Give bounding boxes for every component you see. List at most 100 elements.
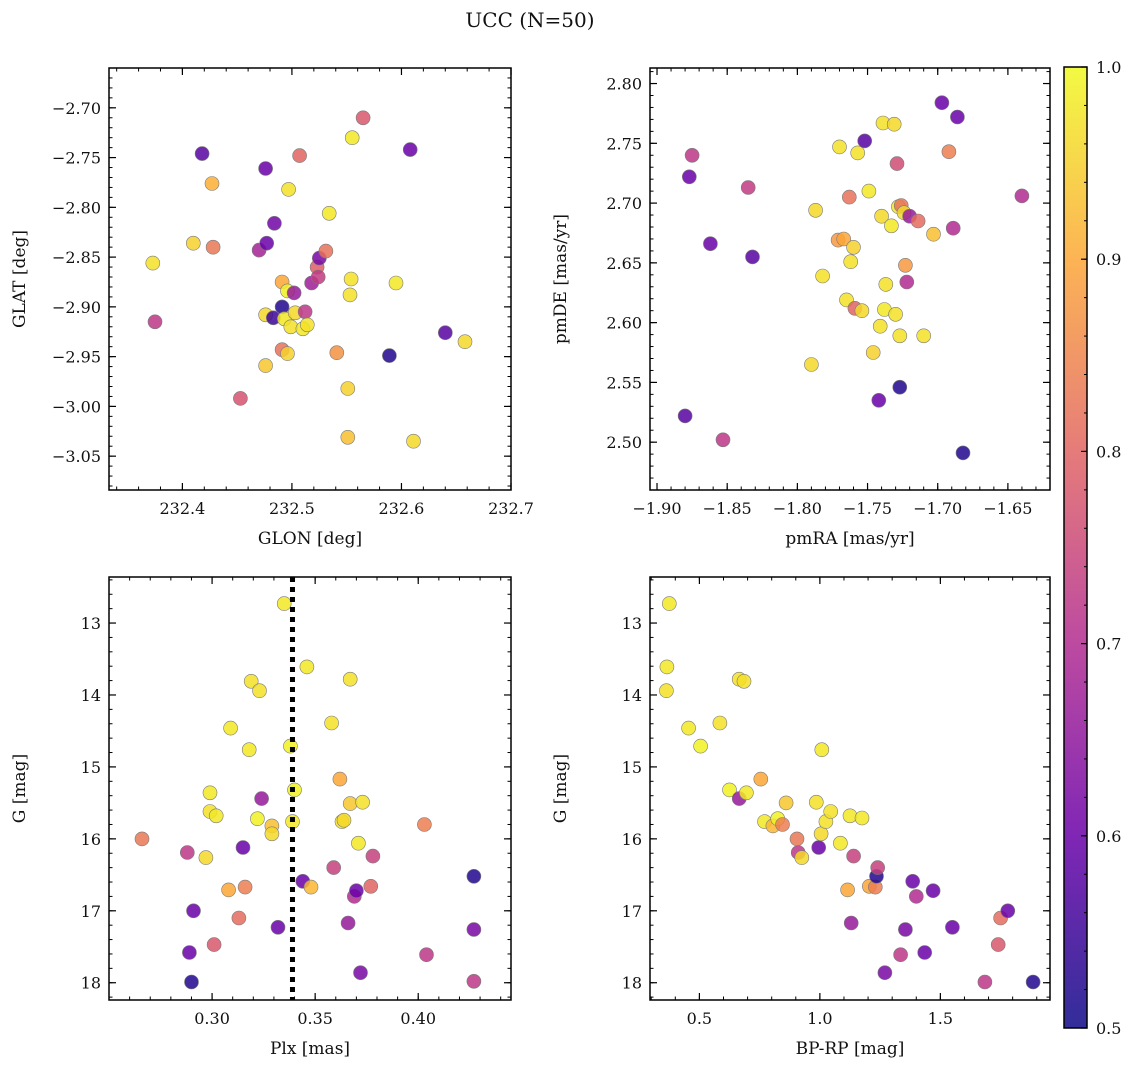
scatter-point — [274, 299, 290, 315]
y-tick-label: −2.90 — [52, 298, 101, 317]
colorbar-tick-label: 0.7 — [1096, 635, 1121, 654]
x-tick-label: −1.90 — [633, 499, 682, 518]
scatter-point — [846, 240, 861, 255]
scatter-point — [871, 392, 887, 408]
ticks-glon-glat: 232.4 232.5 232.6 232.7 −2.70 −2.75 −2.80 −2.85… — [52, 67, 534, 518]
x-axis-label: BP-RP [mag] — [796, 1039, 905, 1059]
y-tick-label: −2.95 — [52, 348, 101, 367]
x-tick-label: −1.75 — [843, 499, 892, 518]
x-tick-label: 0.40 — [400, 1009, 436, 1028]
scatter-point — [888, 306, 903, 322]
scatter-point — [1014, 188, 1030, 204]
x-tick-label: 232.4 — [159, 499, 205, 518]
scatter-point — [899, 274, 915, 290]
scatter-point — [870, 860, 886, 875]
x-axis-label: GLON [deg] — [258, 529, 362, 549]
y-tick-label: −3.00 — [52, 397, 101, 416]
scatter-point — [892, 328, 908, 344]
x-tick-label: 0.5 — [687, 1009, 712, 1028]
scatter-point — [332, 771, 348, 787]
scatter-point — [342, 287, 358, 303]
scatter-point — [804, 357, 819, 372]
y-tick-label: 18 — [81, 974, 101, 993]
points-pmra-pmde — [677, 95, 1030, 461]
scatter-point — [223, 720, 238, 736]
axes-frame — [108, 576, 512, 1001]
colorbar-gradient — [1063, 66, 1088, 1029]
scatter-point — [233, 391, 248, 406]
scatter-point — [342, 671, 358, 687]
x-tick-label: −1.85 — [703, 499, 752, 518]
panel-plx-g: 0.30 0.35 0.40 13 14 15 16 17 18 Plx [mas] G [mag] — [10, 576, 512, 1059]
scatter-point — [406, 433, 421, 449]
y-axis-label: pmDE [mas/yr] — [551, 214, 571, 344]
scatter-point — [355, 110, 371, 126]
y-tick-label: 17 — [622, 902, 642, 921]
colorbar-tick-label: 0.9 — [1096, 250, 1121, 269]
y-tick-label: −2.70 — [52, 99, 101, 118]
scatter-point — [258, 161, 273, 176]
scatter-point — [321, 206, 337, 221]
scatter-point — [850, 145, 866, 161]
y-tick-label: 2.65 — [606, 254, 642, 273]
scatter-point — [299, 659, 315, 675]
scatter-point — [250, 811, 265, 827]
y-tick-label: 2.50 — [606, 433, 642, 452]
scatter-point — [841, 189, 857, 205]
panels: 232.4 232.5 232.6 232.7 −2.70 −2.75 −2.80 −2.85… — [10, 67, 1051, 1059]
scatter-point — [351, 835, 366, 851]
y-tick-label: 2.80 — [606, 75, 642, 94]
scatter-point — [789, 831, 805, 847]
scatter-point — [184, 974, 199, 990]
y-tick-label: 16 — [622, 830, 642, 849]
scatter-point — [402, 142, 418, 157]
scatter-point — [202, 785, 218, 801]
scatter-point — [326, 860, 342, 875]
ticks-plx-g: 0.30 0.35 0.40 13 14 15 16 17 18 — [81, 577, 511, 1028]
scatter-point — [365, 848, 381, 864]
scatter-point — [916, 328, 932, 344]
scatter-point — [382, 348, 397, 363]
scatter-point — [286, 285, 302, 301]
scatter-point — [840, 882, 855, 898]
scatter-point — [955, 445, 971, 461]
scatter-point — [221, 882, 236, 898]
scatter-point — [833, 835, 848, 851]
scatter-point — [794, 850, 810, 865]
scatter-point — [681, 169, 697, 185]
scatter-point — [898, 257, 913, 273]
scatter-point — [267, 216, 282, 231]
y-axis-label: GLAT [deg] — [10, 230, 30, 328]
scatter-point — [349, 883, 364, 899]
x-tick-label: −1.70 — [913, 499, 962, 518]
scatter-point — [661, 596, 677, 611]
scatter-point — [722, 782, 737, 798]
colorbar: 0.5 0.6 0.7 0.8 0.9 1.0 — [1063, 58, 1121, 1038]
scatter-point — [241, 742, 257, 758]
scatter-point — [854, 303, 870, 319]
axes-frame — [649, 67, 1051, 491]
scatter-point — [745, 249, 760, 265]
axes-frame — [108, 67, 512, 491]
x-tick-label: 0.35 — [297, 1009, 333, 1028]
scatter-point — [659, 683, 674, 699]
panel-bprp-g: 0.5 1.0 1.5 13 14 15 16 17 18 BP-RP [mag] G [mag] — [551, 576, 1051, 1059]
scatter-point — [865, 345, 881, 360]
y-tick-label: 15 — [622, 758, 642, 777]
scatter-point — [318, 243, 334, 259]
scatter-point — [857, 133, 873, 149]
y-tick-label: −3.05 — [52, 447, 101, 466]
scatter-point — [145, 255, 161, 271]
scatter-point — [941, 144, 957, 159]
scatter-point — [945, 220, 961, 236]
scatter-point — [340, 381, 356, 396]
colorbar-tick-label: 0.6 — [1096, 827, 1121, 846]
scatter-point — [388, 275, 404, 291]
scatter-point — [343, 271, 359, 287]
scatter-point — [329, 345, 345, 361]
scatter-point — [808, 794, 824, 810]
figure-title: UCC (N=50) — [465, 8, 594, 32]
scatter-point — [336, 812, 352, 828]
scatter-point — [910, 213, 926, 229]
x-tick-label: −1.80 — [773, 499, 822, 518]
